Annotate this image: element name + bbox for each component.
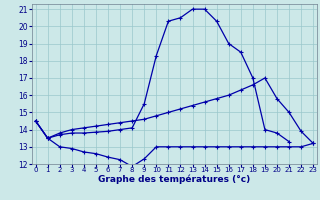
X-axis label: Graphe des températures (°c): Graphe des températures (°c) [98, 174, 251, 184]
